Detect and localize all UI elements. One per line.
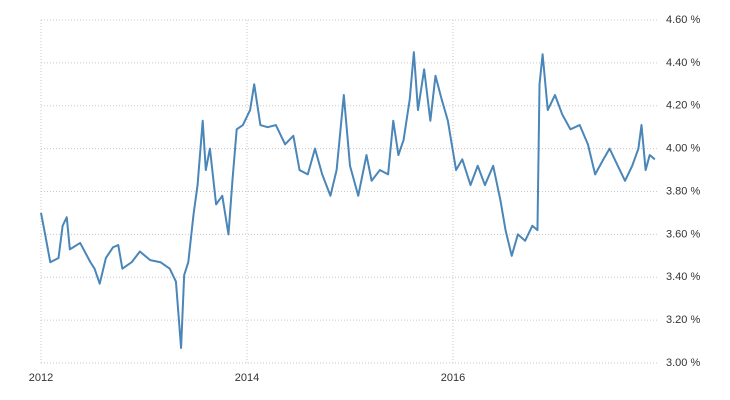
y-tick-label: 3.80 %	[666, 185, 700, 197]
x-tick-label: 2012	[29, 372, 53, 384]
x-tick-label: 2016	[441, 372, 465, 384]
x-tick-label: 2014	[235, 372, 259, 384]
y-tick-label: 3.40 %	[666, 271, 700, 283]
y-tick-label: 4.20 %	[666, 100, 700, 112]
y-tick-label: 3.60 %	[666, 228, 700, 240]
y-tick-label: 3.20 %	[666, 314, 700, 326]
line	[40, 51, 656, 349]
y-tick-label: 4.40 %	[666, 57, 700, 69]
y-tick-label: 4.00 %	[666, 143, 700, 155]
y-tick-label: 4.60 %	[666, 14, 700, 26]
y-tick-label: 3.00 %	[666, 357, 700, 369]
